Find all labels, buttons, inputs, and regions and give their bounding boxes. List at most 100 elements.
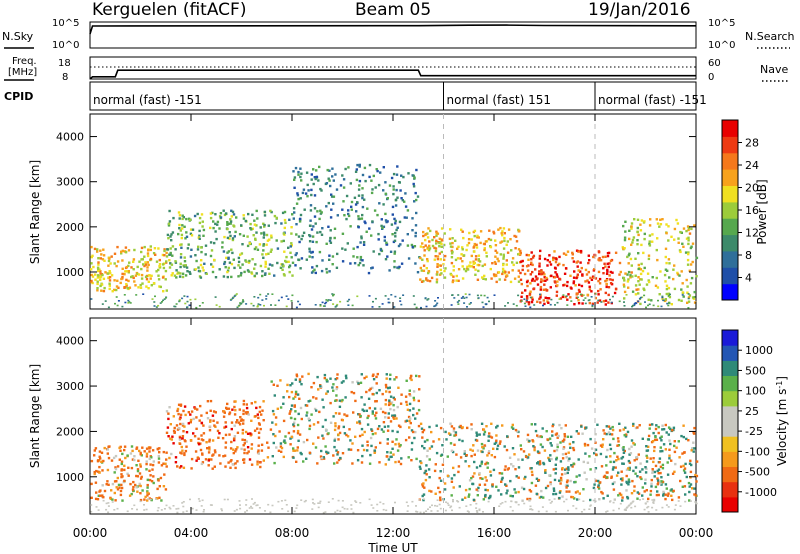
data-cell xyxy=(130,466,134,470)
data-cell xyxy=(572,280,576,283)
data-cell xyxy=(201,225,204,228)
data-cell xyxy=(260,413,263,416)
data-cell xyxy=(686,225,690,228)
data-cell xyxy=(439,479,443,482)
data-cell xyxy=(245,440,248,443)
data-cell xyxy=(192,432,195,435)
data-cell xyxy=(628,453,631,456)
data-cell xyxy=(602,438,605,441)
data-cell xyxy=(282,402,285,405)
ground-cell xyxy=(370,504,373,506)
data-cell xyxy=(253,223,257,226)
data-cell xyxy=(337,425,341,428)
data-cell xyxy=(231,408,234,411)
data-cell xyxy=(273,394,276,397)
data-cell xyxy=(476,494,479,497)
data-cell xyxy=(393,265,396,269)
data-cell xyxy=(657,425,660,429)
ground-cell xyxy=(319,500,322,503)
data-cell xyxy=(540,270,543,273)
data-cell xyxy=(343,413,346,416)
data-cell xyxy=(679,465,683,468)
data-cell xyxy=(299,217,302,221)
data-cell xyxy=(362,409,366,413)
data-cell xyxy=(598,277,602,281)
data-cell xyxy=(374,400,377,403)
data-cell xyxy=(222,455,225,458)
data-cell xyxy=(580,266,583,270)
ground-cell xyxy=(186,306,189,308)
data-cell xyxy=(551,424,554,428)
data-cell xyxy=(243,451,246,455)
data-cell xyxy=(603,474,607,478)
data-cell xyxy=(356,380,359,383)
ground-cell xyxy=(572,505,575,507)
data-cell xyxy=(107,456,111,460)
data-cell xyxy=(143,450,146,453)
data-cell xyxy=(542,299,545,302)
data-cell xyxy=(363,430,366,434)
data-cell xyxy=(397,386,400,389)
data-cell xyxy=(400,457,403,460)
data-cell xyxy=(501,267,505,271)
data-cell xyxy=(665,261,668,265)
ground-cell xyxy=(263,304,265,307)
data-cell xyxy=(181,227,184,230)
ground-cell xyxy=(327,501,330,503)
data-cell xyxy=(391,447,394,450)
ground-cell xyxy=(251,498,253,500)
data-cell xyxy=(158,263,162,266)
data-cell xyxy=(622,451,626,454)
data-cell xyxy=(532,445,535,448)
data-cell xyxy=(149,277,152,280)
data-cell xyxy=(221,241,224,244)
data-cell xyxy=(357,217,360,221)
data-cell xyxy=(130,445,134,448)
data-cell xyxy=(450,252,454,255)
data-cell xyxy=(329,184,332,188)
data-cell xyxy=(503,278,507,281)
data-cell xyxy=(499,440,502,443)
data-cell xyxy=(395,173,399,176)
data-cell xyxy=(256,427,259,430)
data-cell xyxy=(586,461,590,464)
data-cell xyxy=(630,243,633,246)
data-cell xyxy=(490,422,493,425)
data-cell xyxy=(242,234,245,237)
data-cell xyxy=(466,426,469,430)
data-cell xyxy=(157,457,161,460)
data-cell xyxy=(165,255,169,258)
data-cell xyxy=(90,279,93,283)
data-cell xyxy=(637,252,640,255)
ground-cell xyxy=(322,305,325,307)
data-cell xyxy=(169,253,172,256)
data-cell xyxy=(385,377,388,380)
data-cell xyxy=(193,214,197,218)
data-cell xyxy=(523,477,526,480)
data-cell xyxy=(98,465,101,469)
ground-cell xyxy=(638,297,641,300)
data-cell xyxy=(202,269,205,272)
data-cell xyxy=(479,477,482,480)
data-cell xyxy=(233,413,237,416)
data-cell xyxy=(598,299,602,302)
data-cell xyxy=(179,416,182,419)
data-cell xyxy=(509,280,513,284)
data-cell xyxy=(226,269,230,272)
data-cell xyxy=(468,231,471,235)
data-cell xyxy=(470,423,473,426)
data-cell xyxy=(599,288,602,291)
data-cell xyxy=(230,275,233,279)
ground-cell xyxy=(135,294,138,296)
data-cell xyxy=(648,280,651,284)
data-cell xyxy=(113,288,116,292)
data-cell xyxy=(310,188,313,192)
data-cell xyxy=(148,469,151,472)
data-cell xyxy=(582,460,585,464)
velocity-colorbar-swatch xyxy=(722,375,738,392)
data-cell xyxy=(656,469,659,473)
data-cell xyxy=(538,262,541,265)
data-cell xyxy=(328,258,331,261)
ground-cell xyxy=(610,301,613,304)
data-cell xyxy=(182,409,185,413)
